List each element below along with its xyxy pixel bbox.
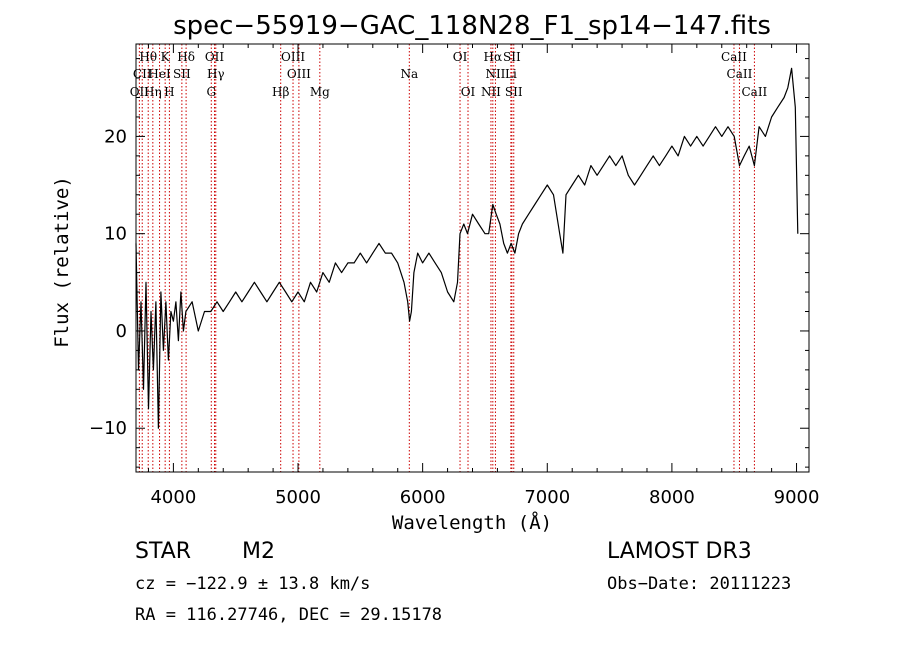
y-axis-label: Flux (relative) xyxy=(51,176,73,348)
line-label-17: CaII xyxy=(727,67,753,81)
x-tick-label-0: 4000 xyxy=(150,487,196,508)
object-subclass: M2 xyxy=(242,539,275,564)
line-label-2: Hδ xyxy=(177,50,195,64)
line-label-14: Na xyxy=(400,67,418,81)
line-label-4: OIII xyxy=(281,50,305,64)
line-label-0: Hθ xyxy=(139,50,157,64)
ra-dec-coordinates: RA = 116.27746, DEC = 29.15178 xyxy=(135,605,442,625)
spectrum-series xyxy=(135,67,799,429)
line-label-3: OII xyxy=(205,50,225,64)
line-label-9: CII xyxy=(133,67,152,81)
y-axis-ticks: −10 0 10 20 xyxy=(89,58,809,468)
line-label-13: OIII xyxy=(287,67,311,81)
line-label-16: Li xyxy=(505,67,517,81)
line-label-19: Hη xyxy=(144,85,162,99)
x-tick-label-2: 6000 xyxy=(400,487,446,508)
object-class: STAR xyxy=(135,539,191,564)
line-label-27: CaII xyxy=(741,85,767,99)
plot-frame xyxy=(135,43,810,473)
x-tick-label-4: 8000 xyxy=(649,487,695,508)
line-label-22: Hβ xyxy=(272,85,289,99)
chart-title: spec−55919−GAC_118N28_F1_sp14−147.fits xyxy=(173,11,771,41)
line-label-21: G xyxy=(206,85,216,99)
line-label-10: HeI xyxy=(148,67,171,81)
x-tick-label-3: 7000 xyxy=(524,487,570,508)
spectral-line-markers xyxy=(138,44,755,472)
line-label-11: SII xyxy=(173,67,191,81)
x-tick-label-5: 9000 xyxy=(774,487,820,508)
x-tick-label-1: 5000 xyxy=(275,487,321,508)
spectrum-line-0 xyxy=(135,67,799,429)
observation-date: Obs−Date: 20111223 xyxy=(607,574,791,594)
line-label-26: SII xyxy=(505,85,523,99)
line-label-7: SII xyxy=(503,50,521,64)
line-label-25: NII xyxy=(481,85,501,99)
line-label-20: H xyxy=(164,85,174,99)
line-label-5: OI xyxy=(453,50,468,64)
line-label-18: OII xyxy=(130,85,150,99)
x-axis-ticks: 4000 5000 6000 7000 8000 9000 xyxy=(147,44,820,508)
y-tick-label-1: 0 xyxy=(116,321,127,342)
x-axis-label: Wavelength (Å) xyxy=(392,511,552,534)
y-tick-label-0: −10 xyxy=(89,418,127,439)
line-label-6: Hα xyxy=(484,50,503,64)
line-label-12: Hγ xyxy=(207,67,225,81)
y-tick-label-2: 10 xyxy=(104,224,127,245)
line-label-24: OI xyxy=(461,85,476,99)
line-label-1: K xyxy=(161,50,171,64)
y-tick-label-3: 20 xyxy=(104,126,127,147)
survey-name: LAMOST DR3 xyxy=(607,539,752,564)
line-label-15: NII xyxy=(485,67,505,81)
line-label-8: CaII xyxy=(721,50,747,64)
line-label-23: Mg xyxy=(310,85,330,99)
redshift-velocity: cz = −122.9 ± 13.8 km/s xyxy=(135,574,370,594)
